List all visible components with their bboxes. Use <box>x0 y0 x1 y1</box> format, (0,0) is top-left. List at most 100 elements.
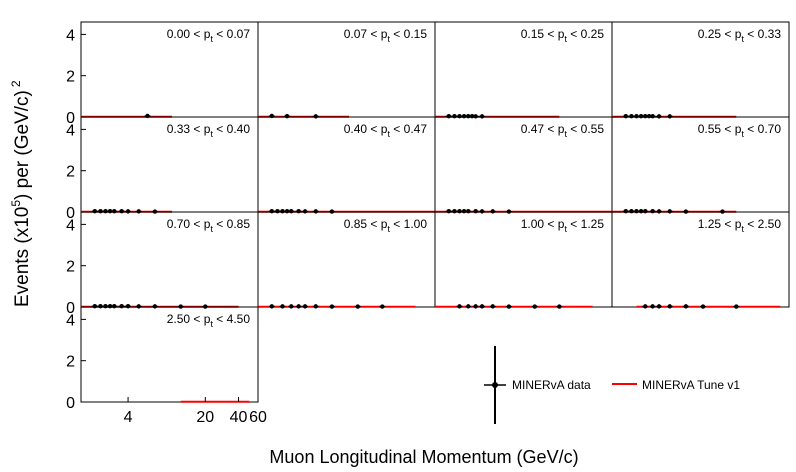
y-tick-label: 4 <box>66 27 75 44</box>
data-point <box>296 304 301 309</box>
y-tick-label: 4 <box>66 217 75 234</box>
data-point <box>269 113 275 119</box>
data-point <box>457 113 462 119</box>
data-point <box>136 209 141 214</box>
y-tick-label: 4 <box>66 122 75 139</box>
data-point <box>650 304 655 309</box>
data-point <box>667 114 672 119</box>
pt-range-label: 0.00 < pt < 0.07 <box>167 27 251 44</box>
data-point <box>473 114 478 119</box>
data-point <box>557 304 562 309</box>
data-point <box>296 208 301 214</box>
data-point <box>355 304 360 309</box>
y-tick-label: 2 <box>66 164 75 181</box>
pt-range-label: 0.85 < pt < 1.00 <box>344 217 428 234</box>
data-point <box>634 208 639 214</box>
data-point <box>473 304 478 309</box>
data-point <box>506 304 512 309</box>
data-point <box>302 209 308 214</box>
panel-8: 0.55 < pt < 0.70 <box>611 116 790 214</box>
data-point <box>457 208 462 214</box>
data-point <box>125 209 131 214</box>
pt-range-label: 0.25 < pt < 0.33 <box>698 27 782 44</box>
data-point <box>92 303 98 309</box>
y-tick-label: 2 <box>66 259 75 276</box>
data-point <box>634 113 639 119</box>
data-point <box>92 208 98 214</box>
data-point <box>280 208 285 214</box>
panel-13: 2.50 < pt < 4.50 0 2 4 <box>66 306 259 412</box>
x-tick-label: 40 <box>230 409 248 426</box>
data-point <box>136 304 141 309</box>
data-point <box>269 208 275 214</box>
pt-range-label: 0.47 < pt < 0.55 <box>521 122 605 139</box>
data-point <box>98 208 103 214</box>
pt-range-label: 1.25 < pt < 2.50 <box>698 217 782 234</box>
data-point <box>656 304 662 309</box>
pt-range-label: 0.15 < pt < 0.25 <box>521 27 605 44</box>
pt-range-label: 0.70 < pt < 0.85 <box>167 217 251 234</box>
panel-5: 0.33 < pt < 0.40 0 2 4 <box>66 116 259 222</box>
data-point <box>275 208 280 214</box>
legend: MINERvA data MINERvA Tune v1 <box>484 346 740 424</box>
panel-4: 0.25 < pt < 0.33 <box>611 21 790 119</box>
panel-10: 0.85 < pt < 1.00 <box>257 211 436 309</box>
panel-grid: 0.00 < pt < 0.07 0 2 4 0.07 < pt < 0.15 0.15 … <box>66 21 790 426</box>
data-point <box>452 208 457 214</box>
data-point <box>734 304 739 309</box>
data-point <box>313 114 318 119</box>
pt-range-label: 0.55 < pt < 0.70 <box>698 122 782 139</box>
y-tick-label: 2 <box>66 69 75 86</box>
panel-1: 0.00 < pt < 0.07 0 2 4 <box>66 21 259 127</box>
data-point <box>103 303 108 309</box>
data-point <box>466 304 471 309</box>
data-point <box>284 113 290 119</box>
data-point <box>683 304 689 309</box>
data-point <box>490 304 495 309</box>
data-point <box>479 114 485 119</box>
data-point <box>280 304 285 309</box>
data-point <box>313 209 318 214</box>
data-point <box>667 209 672 214</box>
data-point <box>313 304 318 309</box>
pt-range-label: 0.07 < pt < 0.15 <box>344 27 428 44</box>
pt-range-label: 1.00 < pt < 1.25 <box>521 217 605 234</box>
data-point <box>650 113 655 119</box>
data-point <box>289 304 294 309</box>
x-tick-label: 60 <box>249 409 267 426</box>
data-point <box>629 113 634 119</box>
data-point <box>457 304 462 309</box>
data-point <box>532 304 537 309</box>
panel-7: 0.47 < pt < 0.55 <box>434 116 613 214</box>
y-tick-label: 4 <box>66 312 75 329</box>
data-point <box>269 304 275 309</box>
data-point <box>643 208 648 214</box>
panel-12: 1.25 < pt < 2.50 <box>611 211 790 309</box>
data-point <box>152 304 158 309</box>
panel-9: 0.70 < pt < 0.85 0 2 4 <box>66 211 259 317</box>
data-point <box>650 208 655 214</box>
x-axis-label: Muon Longitudinal Momentum (GeV/c) <box>269 447 578 467</box>
data-point <box>329 304 335 309</box>
data-point <box>479 209 485 214</box>
pt-range-label: 2.50 < pt < 4.50 <box>167 312 251 329</box>
data-point <box>103 208 108 214</box>
data-point <box>629 208 634 214</box>
pt-range-label: 0.40 < pt < 0.47 <box>344 122 428 139</box>
data-point <box>145 113 150 119</box>
data-point <box>479 304 485 309</box>
data-point <box>466 208 471 214</box>
y-tick-label: 0 <box>66 110 75 127</box>
data-point <box>112 303 117 309</box>
data-point <box>125 303 131 309</box>
data-point <box>446 208 452 214</box>
data-point <box>380 304 385 309</box>
data-point <box>656 209 662 214</box>
x-tick-label: 20 <box>196 409 214 426</box>
data-point <box>98 303 103 309</box>
data-point <box>446 113 452 119</box>
y-tick-label: 0 <box>66 395 75 412</box>
panel-3: 0.15 < pt < 0.25 <box>434 21 613 119</box>
legend-data-label: MINERvA data <box>512 378 591 392</box>
legend-data-marker <box>492 382 498 388</box>
